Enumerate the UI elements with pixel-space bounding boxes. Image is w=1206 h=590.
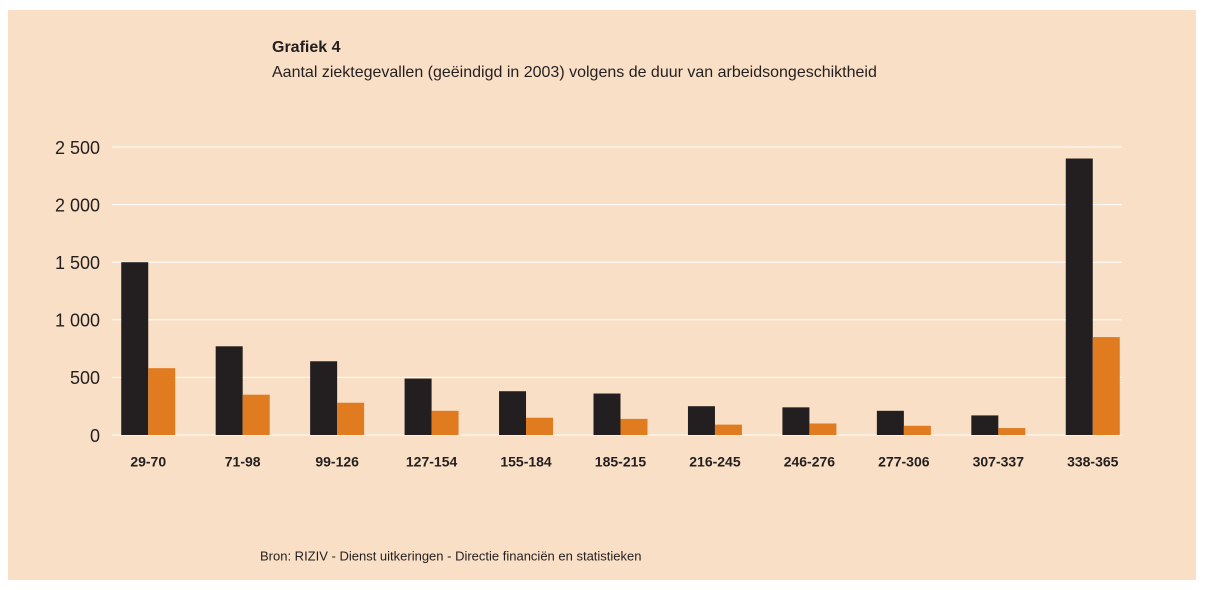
bar — [620, 418, 648, 435]
bar — [687, 406, 715, 435]
y-tick-label: 0 — [90, 426, 100, 446]
bar — [998, 428, 1026, 435]
bar — [404, 378, 432, 435]
bar — [148, 368, 176, 435]
chart-subtitle: Aantal ziektegevallen (geëindigd in 2003… — [272, 64, 877, 81]
x-tick-label: 216-245 — [689, 454, 741, 470]
bar — [593, 393, 621, 435]
y-tick-label: 2 500 — [55, 138, 100, 158]
x-tick-label: 338-365 — [1067, 454, 1119, 470]
y-tick-label: 1 000 — [55, 311, 100, 331]
bar — [431, 410, 459, 435]
x-tick-label: 99-126 — [315, 454, 359, 470]
bar — [337, 402, 365, 435]
bar — [1092, 337, 1120, 435]
y-tick-label: 2 000 — [55, 195, 100, 215]
x-tick-label: 71-98 — [225, 454, 261, 470]
bar — [121, 262, 149, 435]
bar — [1065, 158, 1093, 435]
x-tick-label: 185-215 — [595, 454, 647, 470]
chart-title: Grafiek 4 — [272, 39, 341, 56]
x-tick-label: 246-276 — [784, 454, 836, 470]
y-tick-label: 500 — [70, 368, 100, 388]
y-tick-label: 1 500 — [55, 253, 100, 273]
x-tick-label: 29-70 — [130, 454, 166, 470]
bar — [499, 391, 527, 435]
bar — [714, 424, 742, 435]
bar — [242, 394, 270, 435]
bar — [310, 361, 338, 435]
x-tick-label: 277-306 — [878, 454, 930, 470]
bar — [876, 410, 904, 435]
bar — [215, 346, 243, 435]
bar — [809, 423, 837, 435]
x-tick-label: 307-337 — [973, 454, 1025, 470]
x-tick-label: 155-184 — [500, 454, 552, 470]
chart-background — [8, 10, 1196, 580]
source-note: Bron: RIZIV - Dienst uitkeringen - Direc… — [260, 548, 642, 563]
bar — [782, 407, 810, 435]
bar — [971, 415, 999, 435]
bar — [903, 425, 931, 435]
bar — [526, 417, 554, 435]
x-tick-label: 127-154 — [406, 454, 458, 470]
